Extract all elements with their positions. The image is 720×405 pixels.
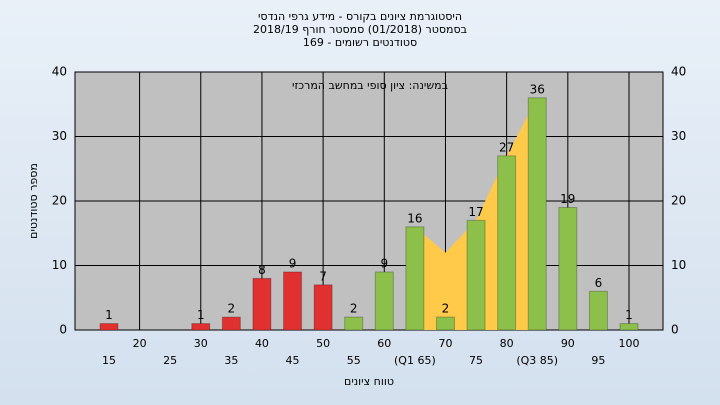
y2-tick-label: 10 — [671, 258, 686, 272]
x-tick-label: 100 — [619, 337, 640, 350]
x-axis-label: טווח ציונים — [344, 375, 394, 388]
data-label: 27 — [499, 140, 514, 154]
bar — [558, 206, 578, 331]
data-label: 1 — [105, 308, 113, 322]
bar — [435, 316, 455, 331]
y-tick-label: 0 — [59, 323, 67, 337]
data-label: 36 — [530, 82, 545, 96]
data-label: 7 — [319, 269, 327, 283]
y2-tick-label: 40 — [671, 65, 686, 79]
x-tick-label: (Q3 85) — [516, 354, 558, 367]
x-tick-label: 15 — [102, 354, 116, 367]
bar — [405, 226, 425, 331]
x-tick-label: 45 — [286, 354, 300, 367]
x-tick-label: 75 — [469, 354, 483, 367]
data-label: 9 — [380, 256, 388, 270]
y2-tick-label: 20 — [671, 194, 686, 208]
data-label: 16 — [407, 211, 422, 225]
bar — [191, 323, 211, 331]
bar — [588, 290, 608, 331]
x-tick-label: 35 — [224, 354, 238, 367]
x-tick-label: 40 — [255, 337, 269, 350]
bar — [221, 316, 241, 331]
bar — [527, 97, 547, 331]
y-tick-label: 40 — [52, 65, 67, 79]
bar — [619, 323, 639, 331]
y-axis-label: מספר סטודנטים — [27, 163, 40, 239]
data-label: 17 — [468, 205, 483, 219]
x-tick-label: 80 — [500, 337, 514, 350]
y-tick-label: 20 — [52, 194, 67, 208]
title-line: סטודנטים רשומים - 169 — [303, 36, 417, 49]
x-tick-label: 50 — [316, 337, 330, 350]
y-tick-label: 10 — [52, 258, 67, 272]
data-label: 2 — [350, 302, 358, 316]
data-label: 8 — [258, 263, 266, 277]
y2-tick-label: 0 — [671, 323, 679, 337]
data-label: 2 — [442, 302, 450, 316]
bar — [466, 219, 486, 331]
data-label: 6 — [595, 276, 603, 290]
x-tick-label: 90 — [561, 337, 575, 350]
x-tick-label: 95 — [591, 354, 605, 367]
data-label: 19 — [560, 192, 575, 206]
data-label: 1 — [197, 308, 205, 322]
title-line: היסטוגרמת ציונים בקורס - מידע גרפי הנדסי — [258, 10, 462, 23]
bar — [344, 316, 364, 331]
annotation: במשינה: ציון סופי במחשב המרכזי — [292, 79, 448, 92]
data-label: 9 — [289, 256, 297, 270]
bar — [374, 271, 394, 331]
title-line: בסמסטר (01/2018) סמסטר חורף 2018/19 — [253, 23, 467, 36]
bar — [252, 277, 272, 331]
bar — [99, 323, 119, 331]
x-tick-label: 60 — [377, 337, 391, 350]
x-tick-label: (Q1 65) — [394, 354, 436, 367]
x-tick-label: 70 — [438, 337, 452, 350]
y-tick-label: 30 — [52, 129, 67, 143]
bar — [313, 284, 333, 331]
y2-tick-label: 30 — [671, 129, 686, 143]
data-label: 1 — [625, 308, 633, 322]
x-tick-label: 30 — [194, 337, 208, 350]
x-tick-label: 25 — [163, 354, 177, 367]
bar — [283, 271, 303, 331]
x-tick-label: 55 — [347, 354, 361, 367]
bar — [497, 155, 517, 331]
x-tick-label: 20 — [133, 337, 147, 350]
data-label: 2 — [228, 302, 236, 316]
